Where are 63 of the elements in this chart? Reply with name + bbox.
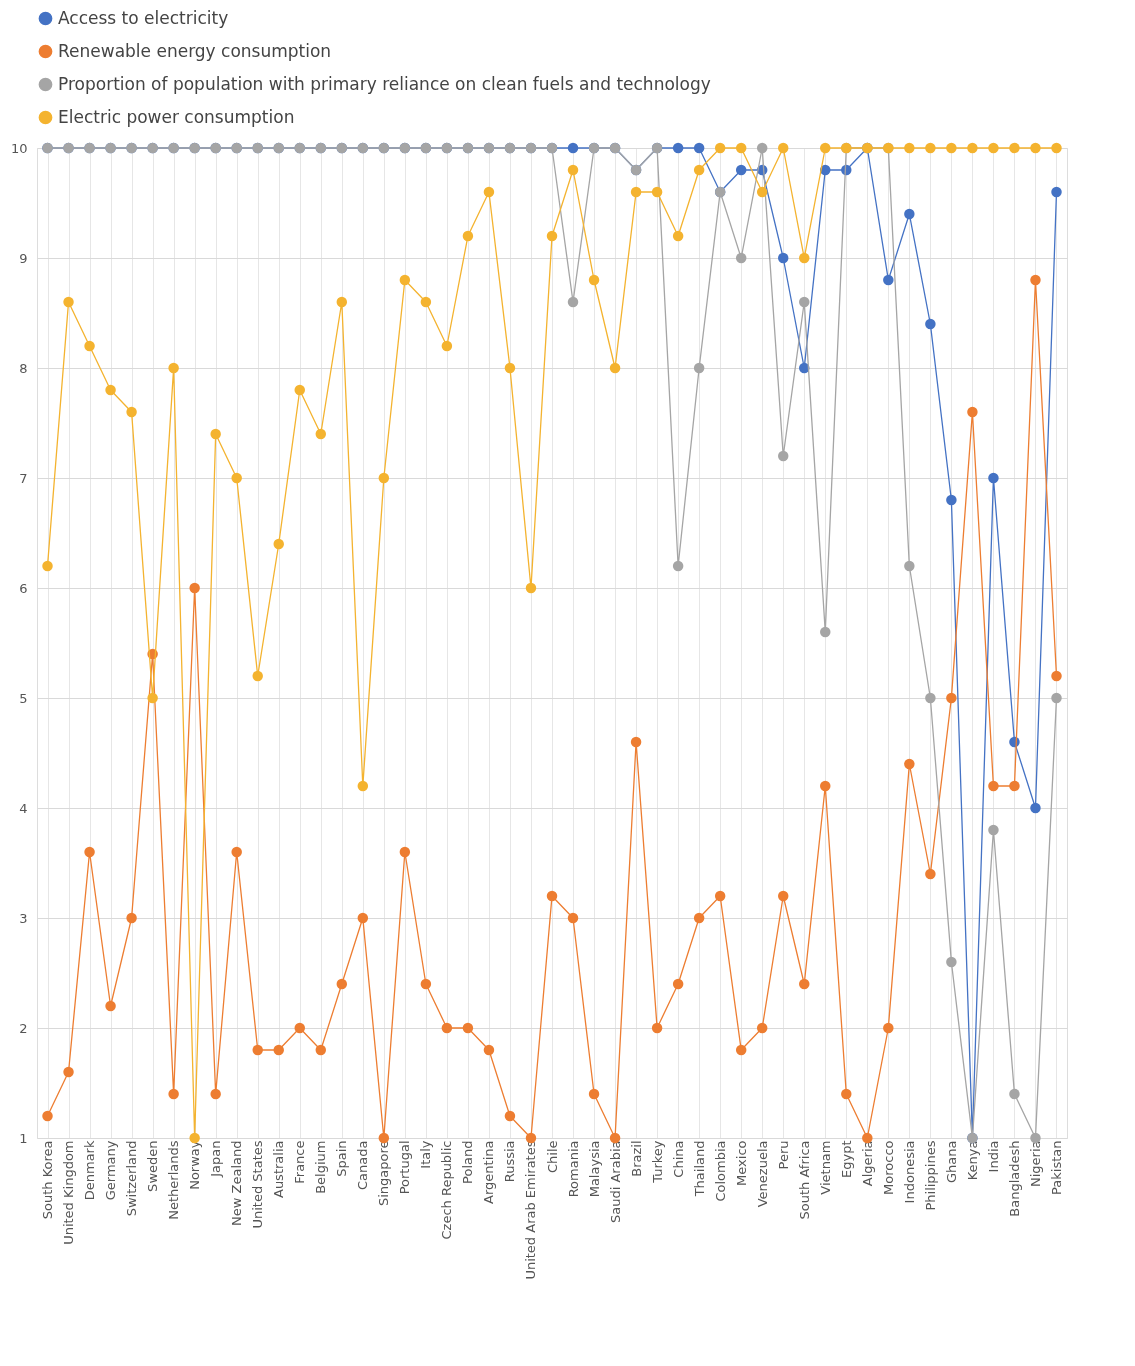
x-tick-label: Venezuela — [754, 1140, 770, 1208]
y-tick-label: 6 — [19, 580, 28, 596]
x-tick-label: Denmark — [82, 1140, 98, 1201]
legend-label: Renewable energy consumption — [58, 40, 332, 61]
x-tick-label: Bangladesh — [1006, 1140, 1022, 1217]
y-tick-label: 8 — [19, 360, 28, 376]
x-tick-label: Belgium — [313, 1140, 329, 1194]
x-tick-label: Algeria — [859, 1140, 875, 1187]
x-tick-label: United Arab Emirates — [523, 1140, 539, 1280]
x-tick-label: Malaysia — [586, 1140, 602, 1198]
x-tick-label: Romania — [565, 1140, 581, 1198]
x-tick-label: Australia — [271, 1140, 287, 1199]
x-tick-label: Norway — [187, 1140, 203, 1190]
x-tick-label: India — [985, 1140, 1001, 1173]
legend-label: Access to electricity — [58, 7, 229, 28]
x-tick-label: Russia — [502, 1140, 518, 1183]
legend-label: Electric power consumption — [58, 106, 295, 127]
y-tick-label: 5 — [19, 690, 28, 706]
x-tick-label: South Africa — [796, 1140, 812, 1220]
x-tick-label: Vietnam — [817, 1140, 833, 1195]
x-tick-label: Italy — [418, 1140, 434, 1169]
x-tick-label: Poland — [460, 1140, 476, 1184]
legend-label: Proportion of population with primary reliance on clean fuels and technology — [58, 73, 711, 94]
x-tick-label: Morocco — [880, 1140, 896, 1195]
x-tick-label: Peru — [775, 1140, 791, 1170]
x-tick-label: Chile — [544, 1140, 560, 1174]
x-tick-label: South Korea — [40, 1140, 56, 1220]
x-tick-label: Colombia — [712, 1140, 728, 1202]
x-tick-label: Singapore — [376, 1140, 392, 1207]
x-tick-label: United States — [250, 1140, 266, 1229]
x-tick-label: Brazil — [628, 1140, 644, 1177]
x-tick-label: Turkey — [649, 1140, 665, 1184]
x-tick-label: Portugal — [397, 1140, 413, 1195]
x-tick-label: Saudi Arabia — [607, 1140, 623, 1223]
x-tick-label: Pakistan — [1048, 1140, 1064, 1195]
y-tick-label: 4 — [19, 800, 28, 816]
x-tick-label: Thailand — [691, 1140, 707, 1198]
y-tick-label: 3 — [19, 910, 28, 926]
x-tick-label: Canada — [355, 1140, 371, 1190]
y-tick-label: 10 — [10, 140, 28, 156]
x-tick-label: Egypt — [838, 1140, 854, 1179]
x-tick-label: Sweden — [145, 1140, 161, 1192]
x-tick-label: Kenya — [964, 1140, 980, 1181]
y-tick-label: 2 — [19, 1020, 28, 1036]
y-tick-label: 9 — [19, 250, 28, 266]
x-tick-label: Japan — [208, 1140, 224, 1178]
x-tick-label: France — [292, 1140, 308, 1184]
x-tick-label: Switzerland — [124, 1140, 140, 1217]
x-tick-label: Czech Republic — [439, 1140, 455, 1240]
y-tick-label: 7 — [19, 470, 28, 486]
x-tick-label: China — [670, 1140, 686, 1178]
x-tick-label: Mexico — [733, 1140, 749, 1186]
x-tick-label: Germany — [103, 1140, 119, 1201]
x-tick-label: Spain — [334, 1140, 350, 1177]
x-tick-label: Ghana — [943, 1140, 959, 1183]
x-tick-label: United Kingdom — [61, 1140, 77, 1245]
x-tick-label: Indonesia — [901, 1140, 917, 1204]
x-tick-label: Nigeria — [1027, 1140, 1043, 1188]
x-tick-label: Netherlands — [166, 1140, 182, 1220]
x-tick-label: New Zealand — [229, 1140, 245, 1226]
x-tick-label: Philippines — [922, 1140, 938, 1211]
y-tick-label: 1 — [19, 1130, 28, 1146]
x-tick-label: Argentina — [481, 1140, 497, 1204]
